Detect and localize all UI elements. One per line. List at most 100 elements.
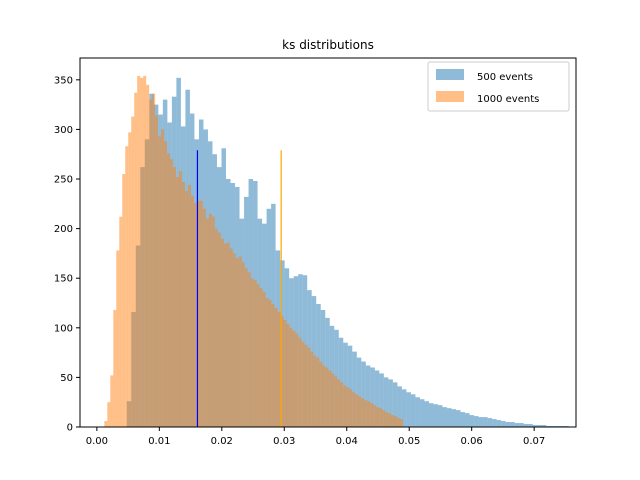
histogram-bar xyxy=(541,425,547,427)
histogram-bar xyxy=(244,268,248,427)
histogram-bar xyxy=(176,177,180,427)
histogram-bar xyxy=(307,347,311,427)
y-tick-label: 0 xyxy=(67,423,73,434)
histogram-bar xyxy=(334,376,338,427)
histogram-bar xyxy=(388,379,393,427)
histogram-bar xyxy=(187,184,191,427)
histogram-bar xyxy=(356,357,362,427)
histogram-bar xyxy=(256,284,260,427)
histogram-bar xyxy=(528,424,533,427)
histogram-bar xyxy=(217,232,221,427)
histogram-bar xyxy=(347,345,353,427)
x-tick-label: 0.05 xyxy=(398,436,420,447)
histogram-bar xyxy=(374,370,380,427)
histogram-bar xyxy=(149,99,153,428)
histogram-bar xyxy=(235,258,239,427)
x-tick-label: 0.04 xyxy=(336,436,358,447)
histogram-bar xyxy=(134,92,138,427)
histogram-bar xyxy=(220,238,224,427)
histogram-bar xyxy=(487,418,493,427)
histogram-bar xyxy=(415,397,420,427)
histogram-bar xyxy=(214,228,218,427)
histogram-bar xyxy=(152,93,156,427)
histogram-bar xyxy=(104,421,108,427)
histogram-bar xyxy=(211,216,215,427)
histogram-bar xyxy=(537,425,542,427)
x-tick-label: 0.02 xyxy=(211,436,233,447)
histogram-bar xyxy=(474,416,479,427)
histogram-bar xyxy=(313,355,317,427)
histogram-bar xyxy=(125,146,129,427)
histogram-bar xyxy=(361,398,365,427)
histogram-bar xyxy=(401,389,407,427)
histogram-bar xyxy=(131,116,135,427)
histogram-bar xyxy=(119,216,123,427)
histogram-bar xyxy=(451,409,457,427)
legend-swatch-1000-events xyxy=(436,91,464,102)
histogram-bar xyxy=(514,423,520,427)
histogram-bar xyxy=(247,272,251,427)
histogram-bar xyxy=(262,292,266,427)
histogram-bar xyxy=(410,394,416,427)
plot-area: 0.00 0.01 0.02 0.03 0.04 0.05 0.06 0.07 0 50 100 15… xyxy=(54,57,577,447)
histogram-bar xyxy=(383,377,389,427)
histogram-bar xyxy=(397,386,402,427)
histogram-bar xyxy=(253,280,257,427)
histogram-bar xyxy=(205,218,209,427)
histogram-bar xyxy=(496,420,502,427)
histogram-bar xyxy=(396,418,400,427)
histogram-bar xyxy=(238,256,242,427)
histogram-bar xyxy=(250,278,254,427)
histogram-bar xyxy=(365,365,371,427)
axes-frame xyxy=(79,57,577,428)
histogram-bar xyxy=(202,208,206,427)
series-1000-events xyxy=(104,75,403,428)
histogram-bar xyxy=(286,323,290,427)
histogram-bar xyxy=(437,405,443,427)
legend: 500 events 1000 events xyxy=(427,61,570,112)
legend-label-1000-events: 1000 events xyxy=(477,94,539,105)
histogram-bar xyxy=(146,84,150,427)
histogram-bar xyxy=(161,129,165,427)
histogram-bar xyxy=(298,337,302,427)
histogram-bar xyxy=(394,416,397,427)
histogram-bar xyxy=(328,370,332,427)
histogram-bar xyxy=(478,417,484,427)
histogram-bar xyxy=(140,77,144,427)
histogram-bar xyxy=(184,190,188,427)
y-tick-label: 50 xyxy=(60,373,73,384)
histogram-bar xyxy=(295,333,299,427)
histogram-bar xyxy=(388,413,392,427)
histogram-bar xyxy=(196,200,200,427)
histogram-bar xyxy=(164,141,168,428)
histogram-bar xyxy=(292,330,296,427)
histogram-bar xyxy=(337,379,341,427)
histogram-bar xyxy=(428,403,434,427)
histogram-bar xyxy=(456,410,461,427)
y-tick-label: 300 xyxy=(54,125,73,136)
histogram-bar xyxy=(510,422,515,427)
histogram-bar xyxy=(343,342,348,427)
histogram-bar xyxy=(460,412,466,427)
histogram-bar xyxy=(289,327,293,427)
histogram-bar xyxy=(155,115,159,427)
histogram-bar xyxy=(370,403,374,427)
histogram-bar xyxy=(352,351,357,427)
histogram-bar xyxy=(492,419,497,427)
histogram-bar xyxy=(343,385,347,427)
histogram-bar xyxy=(280,315,284,427)
histogram-bar xyxy=(128,132,132,428)
histogram-bar xyxy=(352,392,356,427)
x-tick-label: 0.00 xyxy=(86,436,108,447)
y-tick-label: 150 xyxy=(54,274,73,285)
y-tick-label: 250 xyxy=(54,175,73,186)
histogram-bar xyxy=(173,167,177,427)
histogram-bar xyxy=(232,253,236,427)
histogram-bar xyxy=(532,425,538,427)
histogram-bar xyxy=(193,202,197,427)
histogram-bar xyxy=(229,248,233,427)
histogram-bar xyxy=(190,195,194,427)
histogram-bar xyxy=(523,424,529,427)
histogram-bar xyxy=(364,400,368,427)
